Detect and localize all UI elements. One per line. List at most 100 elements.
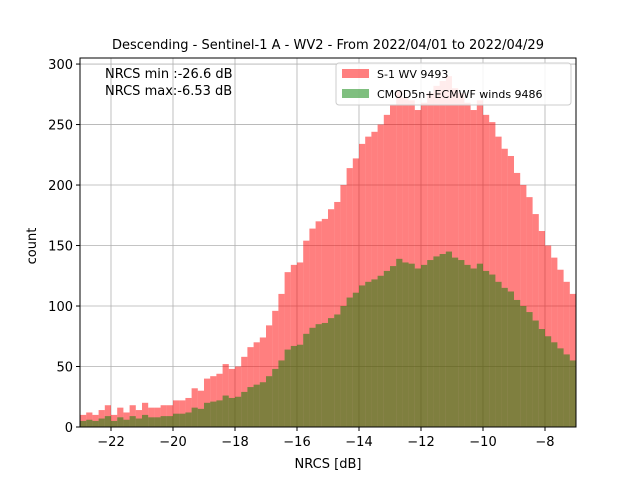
histogram-bar bbox=[377, 275, 384, 427]
histogram-bar bbox=[235, 396, 242, 427]
histogram-bar bbox=[98, 418, 105, 427]
y-tick-label: 100 bbox=[48, 300, 73, 315]
histogram-bar bbox=[346, 297, 353, 427]
histogram-bar bbox=[148, 407, 155, 427]
histogram-bar bbox=[197, 408, 204, 427]
histogram-bar bbox=[421, 264, 428, 427]
y-tick-label: 50 bbox=[56, 361, 73, 376]
legend-box bbox=[335, 62, 572, 106]
x-tick-label: −14 bbox=[345, 435, 372, 450]
histogram-bar bbox=[259, 382, 266, 427]
histogram-bar bbox=[464, 264, 471, 427]
histogram-bar bbox=[222, 395, 229, 427]
histogram-bar bbox=[191, 407, 198, 427]
histogram-bar bbox=[507, 291, 514, 427]
histogram-bar bbox=[135, 410, 142, 427]
histogram-bar bbox=[148, 417, 155, 427]
y-axis-title: count bbox=[25, 228, 40, 265]
histogram-bar bbox=[439, 253, 446, 427]
ticks: −22 −20 −18 −16 −14 −12 −10 −8 0 50 100 150 200 250 30… bbox=[48, 58, 554, 450]
histogram-bar bbox=[179, 413, 186, 427]
histogram-bar bbox=[290, 345, 297, 427]
plot-frame bbox=[79, 57, 577, 428]
y-tick-label: 200 bbox=[48, 179, 73, 194]
histogram-bar bbox=[476, 263, 483, 427]
legend-label: CMOD5n+ECMWF winds 9486 bbox=[377, 88, 543, 101]
histogram-bar bbox=[315, 324, 322, 427]
annotation-text: NRCS min :-26.6 dB bbox=[105, 67, 233, 82]
series-2 bbox=[80, 251, 576, 427]
histogram-bar bbox=[538, 329, 545, 427]
x-tick-label: −10 bbox=[469, 435, 496, 450]
x-tick-label: −18 bbox=[221, 435, 248, 450]
histogram-bar bbox=[111, 420, 118, 427]
annotations: NRCS min :-26.6 dB NRCS max:-6.53 dB bbox=[105, 67, 233, 99]
x-tick-label: −22 bbox=[97, 435, 124, 450]
histogram-bar bbox=[365, 281, 372, 427]
histogram-bar bbox=[557, 348, 564, 427]
histogram-bar bbox=[396, 258, 403, 427]
y-tick-label: 0 bbox=[65, 421, 73, 436]
histogram-bar bbox=[390, 266, 397, 427]
histogram-bar bbox=[117, 407, 124, 427]
x-tick-label: −16 bbox=[283, 435, 310, 450]
histogram-bar bbox=[166, 416, 173, 427]
histogram-bar bbox=[104, 416, 111, 427]
y-tick-label: 250 bbox=[48, 119, 73, 134]
histogram-bar bbox=[321, 322, 328, 427]
histogram-bar bbox=[210, 401, 217, 427]
chart-title: Descending - Sentinel-1 A - WV2 - From 2… bbox=[112, 38, 544, 53]
histogram-bar bbox=[142, 414, 149, 427]
histogram-bar bbox=[396, 90, 403, 427]
histogram-bar bbox=[359, 143, 366, 427]
histogram-bar bbox=[483, 270, 490, 427]
histogram-bar bbox=[80, 420, 87, 427]
annotation-text: NRCS max:-6.53 dB bbox=[105, 84, 232, 99]
histogram-bar bbox=[228, 397, 235, 427]
histogram-bar bbox=[303, 333, 310, 427]
histogram-bar bbox=[204, 402, 211, 427]
histogram-bar bbox=[569, 360, 576, 427]
histogram-bar bbox=[86, 412, 93, 427]
histogram-bar bbox=[452, 257, 459, 427]
histogram-bar bbox=[563, 354, 570, 427]
histogram-bar bbox=[253, 384, 260, 427]
histogram-bar bbox=[532, 320, 539, 427]
histogram-bar bbox=[545, 336, 552, 427]
histogram-bar bbox=[160, 416, 167, 427]
x-axis-title: NRCS [dB] bbox=[295, 457, 362, 472]
histogram-bar bbox=[185, 412, 192, 427]
legend: S-1 WV 9493 CMOD5n+ECMWF winds 9486 bbox=[335, 62, 572, 106]
histogram-bar bbox=[266, 376, 273, 427]
legend-label: S-1 WV 9493 bbox=[377, 68, 448, 81]
histogram-bar bbox=[501, 287, 508, 427]
histogram-bar bbox=[309, 327, 316, 427]
histogram-bar bbox=[284, 349, 291, 427]
histogram-bar bbox=[297, 344, 304, 427]
histogram-bar bbox=[154, 407, 161, 427]
histogram-bar bbox=[241, 356, 248, 427]
histogram-bar bbox=[520, 306, 527, 427]
y-tick-label: 150 bbox=[48, 240, 73, 255]
histogram-bar bbox=[433, 256, 440, 427]
bars bbox=[80, 76, 576, 428]
histogram-bar bbox=[383, 270, 390, 427]
histogram-bar bbox=[514, 299, 521, 427]
histogram-bar bbox=[86, 419, 93, 427]
histogram-bar bbox=[216, 400, 223, 427]
histogram-bar bbox=[241, 391, 248, 427]
histogram-bar bbox=[154, 417, 161, 427]
histogram-bar bbox=[495, 281, 502, 427]
histogram-bar bbox=[123, 419, 130, 427]
histogram-bar bbox=[359, 285, 366, 427]
histogram-bar bbox=[173, 413, 180, 427]
histogram-bar bbox=[278, 360, 285, 427]
legend-swatch bbox=[342, 89, 369, 98]
histogram-bar bbox=[135, 418, 142, 427]
histogram-bar bbox=[117, 417, 124, 427]
y-tick-label: 300 bbox=[48, 58, 73, 73]
histogram-bar bbox=[427, 260, 434, 427]
histogram-bar bbox=[328, 318, 335, 427]
histogram-bar bbox=[334, 201, 341, 427]
